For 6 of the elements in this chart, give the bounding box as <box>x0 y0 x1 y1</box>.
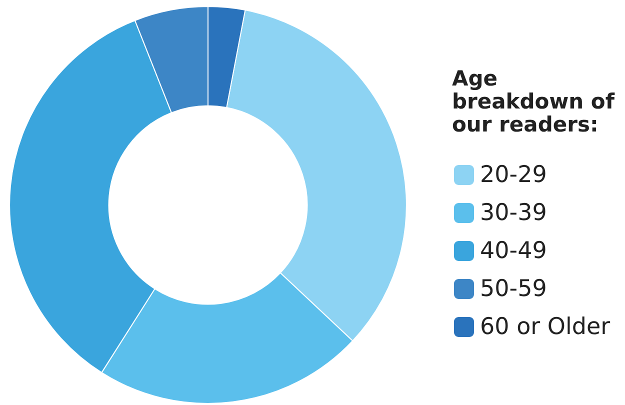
legend-label: 50-59 <box>480 276 547 302</box>
legend-label: 40-49 <box>480 238 547 264</box>
legend-label: 30-39 <box>480 200 547 226</box>
legend-title: Age breakdown of our readers: <box>452 66 622 136</box>
legend-label: 20-29 <box>480 162 547 188</box>
legend-label: 60 or Older <box>480 314 611 340</box>
